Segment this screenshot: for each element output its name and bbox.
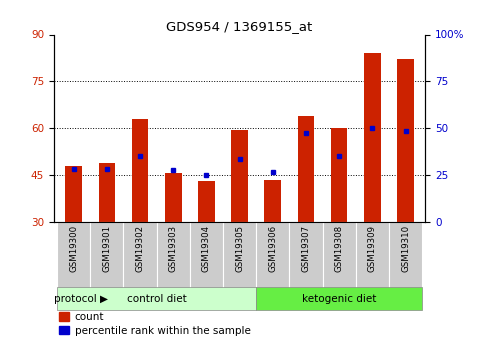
Legend: count, percentile rank within the sample: count, percentile rank within the sample — [59, 312, 250, 335]
FancyBboxPatch shape — [256, 287, 421, 310]
Bar — [131, 119, 148, 222]
Text: GSM19305: GSM19305 — [235, 225, 244, 272]
Text: GSM19303: GSM19303 — [168, 225, 177, 272]
Bar — [164, 174, 181, 222]
FancyBboxPatch shape — [156, 222, 189, 287]
Bar — [198, 181, 214, 222]
FancyBboxPatch shape — [57, 222, 90, 287]
Text: GSM19302: GSM19302 — [135, 225, 144, 272]
FancyBboxPatch shape — [57, 287, 256, 310]
Text: control diet: control diet — [126, 294, 186, 304]
FancyBboxPatch shape — [189, 222, 223, 287]
Text: GSM19300: GSM19300 — [69, 225, 78, 272]
Title: GDS954 / 1369155_at: GDS954 / 1369155_at — [166, 20, 312, 33]
Text: protocol ▶: protocol ▶ — [54, 294, 107, 304]
Bar — [65, 166, 82, 222]
Text: GSM19308: GSM19308 — [334, 225, 343, 272]
Text: GSM19304: GSM19304 — [202, 225, 210, 272]
Bar — [396, 59, 413, 222]
FancyBboxPatch shape — [256, 222, 289, 287]
FancyBboxPatch shape — [123, 222, 156, 287]
Text: ketogenic diet: ketogenic diet — [302, 294, 376, 304]
Bar — [99, 162, 115, 222]
FancyBboxPatch shape — [388, 222, 421, 287]
Text: GSM19310: GSM19310 — [400, 225, 409, 272]
FancyBboxPatch shape — [90, 222, 123, 287]
FancyBboxPatch shape — [223, 222, 256, 287]
Bar — [297, 116, 314, 222]
Bar — [264, 180, 281, 222]
Bar — [330, 128, 347, 222]
Bar — [363, 53, 380, 222]
Text: GSM19307: GSM19307 — [301, 225, 310, 272]
Text: GSM19301: GSM19301 — [102, 225, 111, 272]
Text: GSM19309: GSM19309 — [367, 225, 376, 272]
Bar — [231, 130, 247, 222]
FancyBboxPatch shape — [322, 222, 355, 287]
Text: GSM19306: GSM19306 — [268, 225, 277, 272]
FancyBboxPatch shape — [355, 222, 388, 287]
FancyBboxPatch shape — [289, 222, 322, 287]
